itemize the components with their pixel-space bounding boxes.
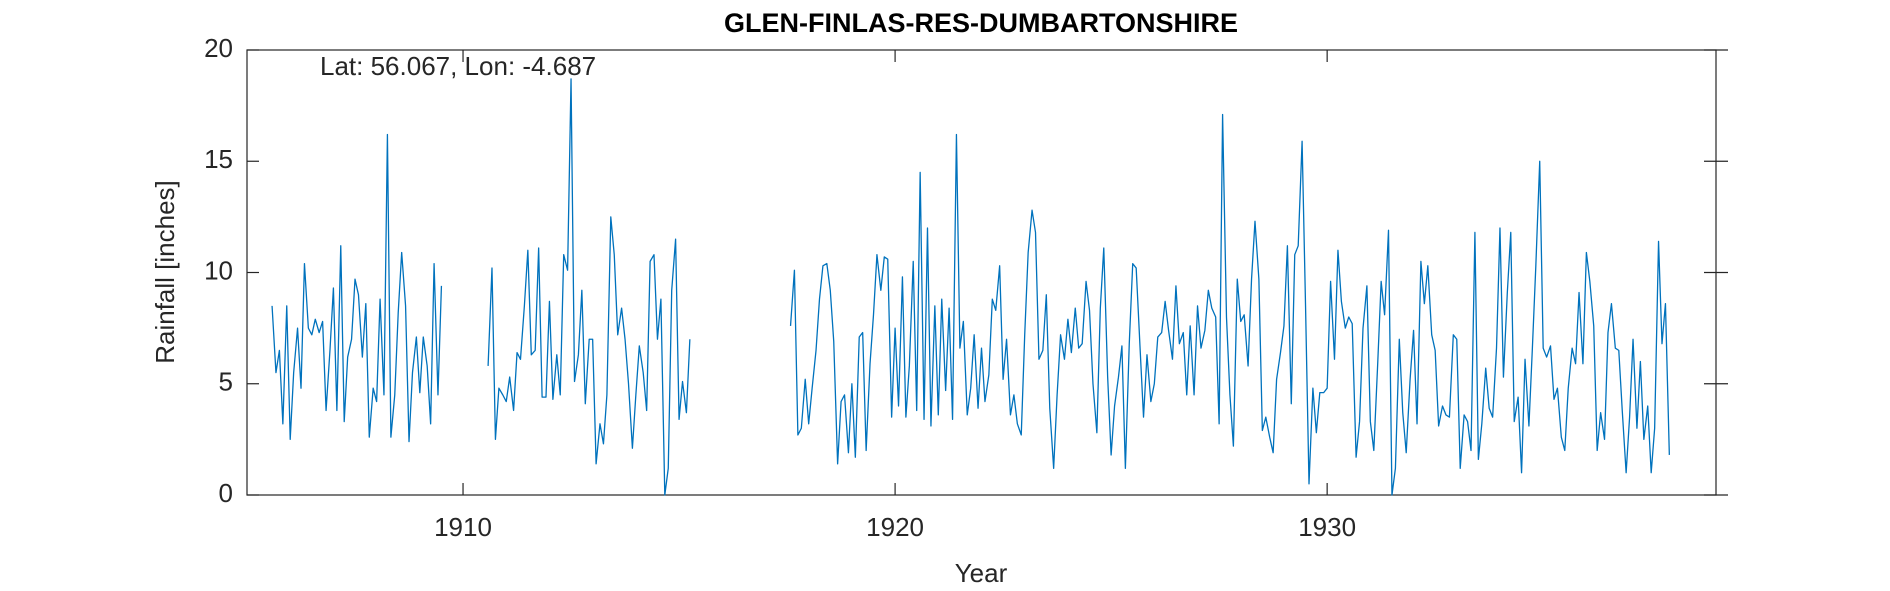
y-tick-label: 0 (219, 478, 233, 508)
x-tick-label: 1920 (866, 512, 924, 542)
y-axis-label: Rainfall [inches] (150, 180, 180, 364)
y-tick-label: 15 (204, 144, 233, 174)
x-tick-label: 1910 (434, 512, 492, 542)
y-tick-label: 20 (204, 33, 233, 63)
y-tick-label: 5 (219, 367, 233, 397)
chart-title: GLEN-FINLAS-RES-DUMBARTONSHIRE (724, 8, 1238, 38)
y-tick-label: 10 (204, 255, 233, 285)
data-line (271, 78, 1670, 496)
x-axis-label: Year (955, 558, 1008, 588)
annotation: Lat: 56.067, Lon: -4.687 (320, 51, 596, 81)
x-tick-label: 1930 (1298, 512, 1356, 542)
